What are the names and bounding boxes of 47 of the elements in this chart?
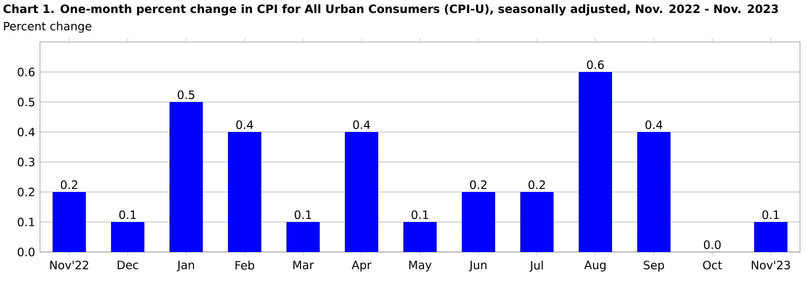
bar bbox=[169, 102, 203, 252]
data-label: 0.4 bbox=[353, 120, 370, 130]
bar bbox=[637, 132, 671, 252]
y-tick-label: 0.6 bbox=[18, 68, 35, 76]
x-tick-label: Nov'22 bbox=[50, 260, 88, 270]
bar bbox=[52, 192, 86, 252]
bar bbox=[111, 222, 144, 252]
data-label: 0.2 bbox=[60, 180, 78, 190]
y-tick-label: 0.2 bbox=[18, 188, 34, 196]
x-tick-label: Jul bbox=[529, 260, 543, 272]
data-label: 0.2 bbox=[470, 180, 486, 190]
bar bbox=[403, 222, 437, 252]
x-tick-label: Oct bbox=[703, 260, 722, 270]
y-tick-label: 0.1 bbox=[18, 218, 34, 226]
x-tick-label: Nov'23 bbox=[752, 260, 790, 270]
x-tick-label: Mar bbox=[293, 260, 314, 270]
data-label: 0.4 bbox=[236, 120, 254, 130]
x-tick-label: Aug bbox=[584, 260, 606, 272]
data-label: 0.2 bbox=[528, 180, 545, 190]
bar bbox=[344, 132, 378, 252]
data-label: 0.5 bbox=[178, 90, 194, 100]
x-tick-label: Dec bbox=[118, 260, 138, 270]
bar bbox=[578, 72, 612, 252]
x-tick-label: May bbox=[409, 260, 432, 272]
x-tick-label: Feb bbox=[236, 260, 254, 270]
data-label: 0.4 bbox=[645, 120, 662, 130]
bar bbox=[228, 132, 262, 252]
bar bbox=[286, 222, 320, 252]
y-tick-label: 0.3 bbox=[18, 158, 34, 166]
data-label: 0.1 bbox=[762, 210, 779, 220]
chart-title: Chart 1. One-month percent change in CPI for All Urban Consumers (CPI-U), seasonally adjusted, Nov. 2022 - Nov. 2023 bbox=[4, 4, 778, 16]
bar bbox=[462, 192, 496, 252]
y-tick-label: 0.0 bbox=[18, 248, 35, 256]
x-tick-label: Apr bbox=[352, 260, 372, 272]
data-label: 0.0 bbox=[704, 240, 721, 250]
x-tick-label: Sep bbox=[644, 260, 664, 272]
data-label: 0.6 bbox=[587, 60, 604, 70]
y-tick-label: 0.5 bbox=[18, 98, 34, 106]
y-axis-title: Percent change bbox=[4, 22, 92, 33]
x-tick-label: Jun bbox=[468, 260, 486, 272]
y-tick-label: 0.4 bbox=[18, 128, 35, 136]
x-tick-label: Jan bbox=[176, 260, 194, 272]
data-label: 0.1 bbox=[119, 210, 136, 220]
bar bbox=[754, 222, 788, 252]
data-label: 0.1 bbox=[412, 210, 428, 220]
data-label: 0.1 bbox=[294, 210, 312, 220]
bar bbox=[520, 192, 554, 252]
